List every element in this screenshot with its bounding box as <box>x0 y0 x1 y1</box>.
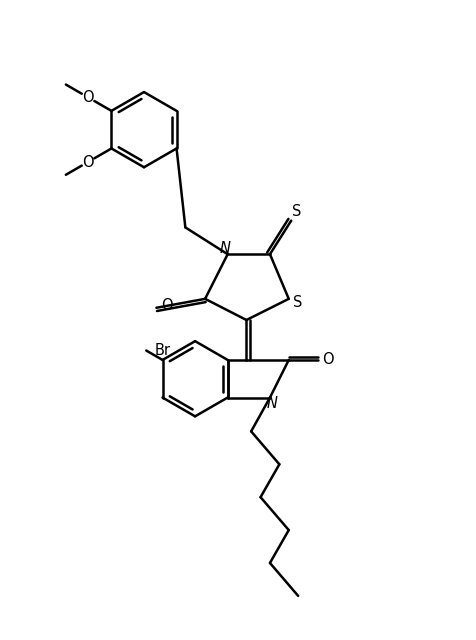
Text: O: O <box>161 298 172 314</box>
Text: N: N <box>220 241 231 256</box>
Text: Br: Br <box>155 343 171 358</box>
Text: O: O <box>82 90 94 105</box>
Text: S: S <box>292 204 301 220</box>
Text: O: O <box>322 353 334 367</box>
Text: N: N <box>267 396 278 411</box>
Text: S: S <box>293 295 302 310</box>
Text: O: O <box>82 155 94 170</box>
